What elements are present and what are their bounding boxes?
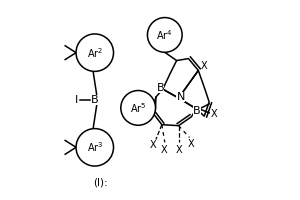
Text: (I):: (I): (93, 178, 108, 188)
Text: Ar$^2$: Ar$^2$ (87, 46, 103, 60)
Text: Ar$^5$: Ar$^5$ (130, 101, 146, 115)
Text: Ar$^3$: Ar$^3$ (86, 140, 103, 154)
Circle shape (76, 34, 113, 71)
Text: B: B (157, 83, 164, 93)
Text: X: X (201, 61, 208, 71)
Text: B: B (91, 95, 99, 105)
Text: I: I (74, 95, 78, 105)
Text: N: N (176, 92, 185, 102)
Text: X: X (175, 145, 182, 155)
Text: X: X (188, 139, 195, 149)
Text: X: X (150, 140, 156, 150)
Circle shape (76, 129, 113, 166)
Text: X: X (160, 145, 167, 155)
Text: X: X (211, 109, 217, 119)
Text: B: B (193, 106, 201, 116)
Circle shape (147, 18, 182, 52)
Text: Ar$^4$: Ar$^4$ (156, 28, 173, 42)
Circle shape (121, 91, 155, 125)
